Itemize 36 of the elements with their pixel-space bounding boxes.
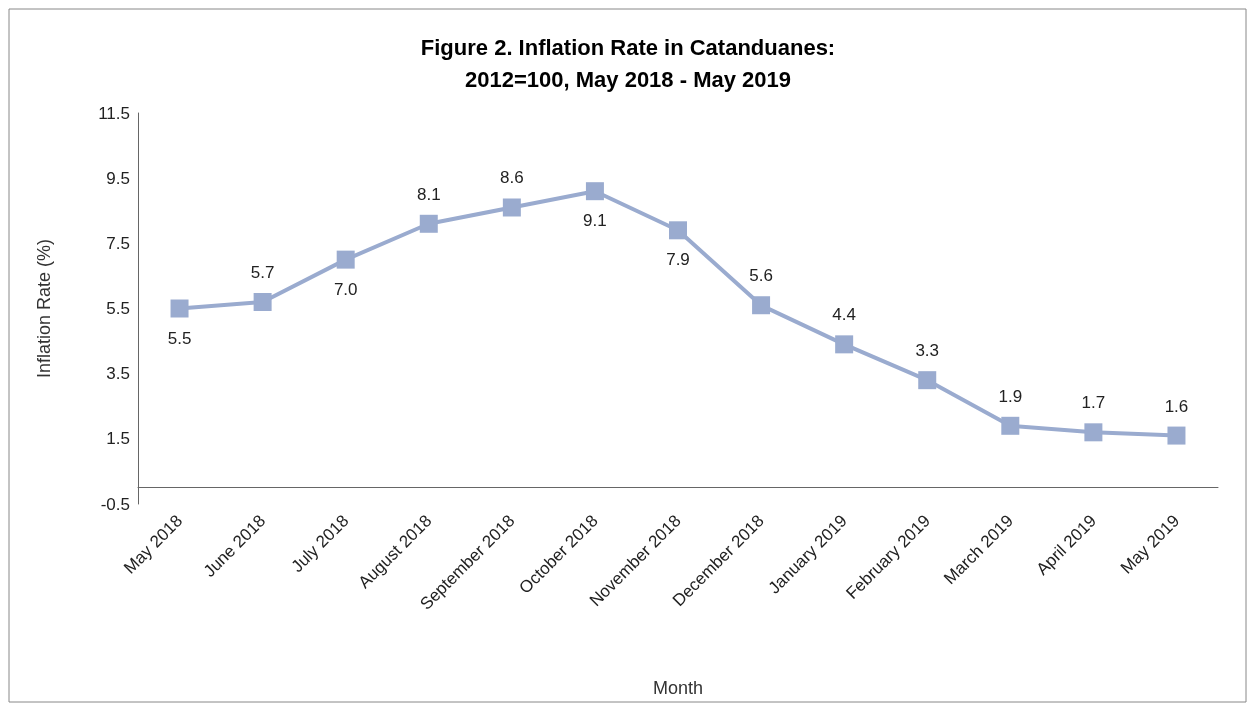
point xyxy=(502,198,521,217)
data-label: 7.0 xyxy=(333,279,358,299)
data-label: 5.7 xyxy=(250,262,275,282)
data-label: 4.4 xyxy=(832,305,856,325)
point xyxy=(669,221,687,240)
point xyxy=(1001,416,1020,435)
point xyxy=(752,296,771,315)
data-label: 1.9 xyxy=(998,386,1023,406)
data-label: 1.7 xyxy=(1081,393,1106,413)
point xyxy=(918,371,937,390)
chart-title: Figure 2. Inflation Rate in Catanduanes: 2012=100, May 2018 - May 2019 xyxy=(420,34,836,92)
point xyxy=(419,214,438,233)
point xyxy=(1084,423,1103,442)
x-axis-title: Month xyxy=(652,678,704,698)
point xyxy=(585,182,604,201)
point xyxy=(336,250,355,269)
point xyxy=(253,292,272,311)
data-label: 5.5 xyxy=(167,328,192,348)
data-label: 8.6 xyxy=(500,168,524,188)
y-axis-title: Inflation Rate (%) xyxy=(34,238,54,379)
data-label: 5.6 xyxy=(749,266,773,286)
data-label: 8.1 xyxy=(416,184,441,204)
y-tick-label: 1.5 xyxy=(106,429,130,449)
point xyxy=(835,335,854,354)
y-tick-label: 9.5 xyxy=(106,168,130,188)
y-tick-label: 7.5 xyxy=(106,233,130,253)
y-tick-label: 3.5 xyxy=(106,364,130,384)
data-label: 1.6 xyxy=(1164,396,1189,416)
point xyxy=(170,299,189,318)
data-label: 7.9 xyxy=(666,250,690,270)
y-tick-label: 11.5 xyxy=(98,103,130,123)
point xyxy=(1167,426,1186,445)
y-tick-label: -0.5 xyxy=(100,494,130,514)
y-tick-label: 5.5 xyxy=(106,299,130,318)
data-label: 3.3 xyxy=(915,341,940,361)
data-label: 9.1 xyxy=(583,211,607,231)
